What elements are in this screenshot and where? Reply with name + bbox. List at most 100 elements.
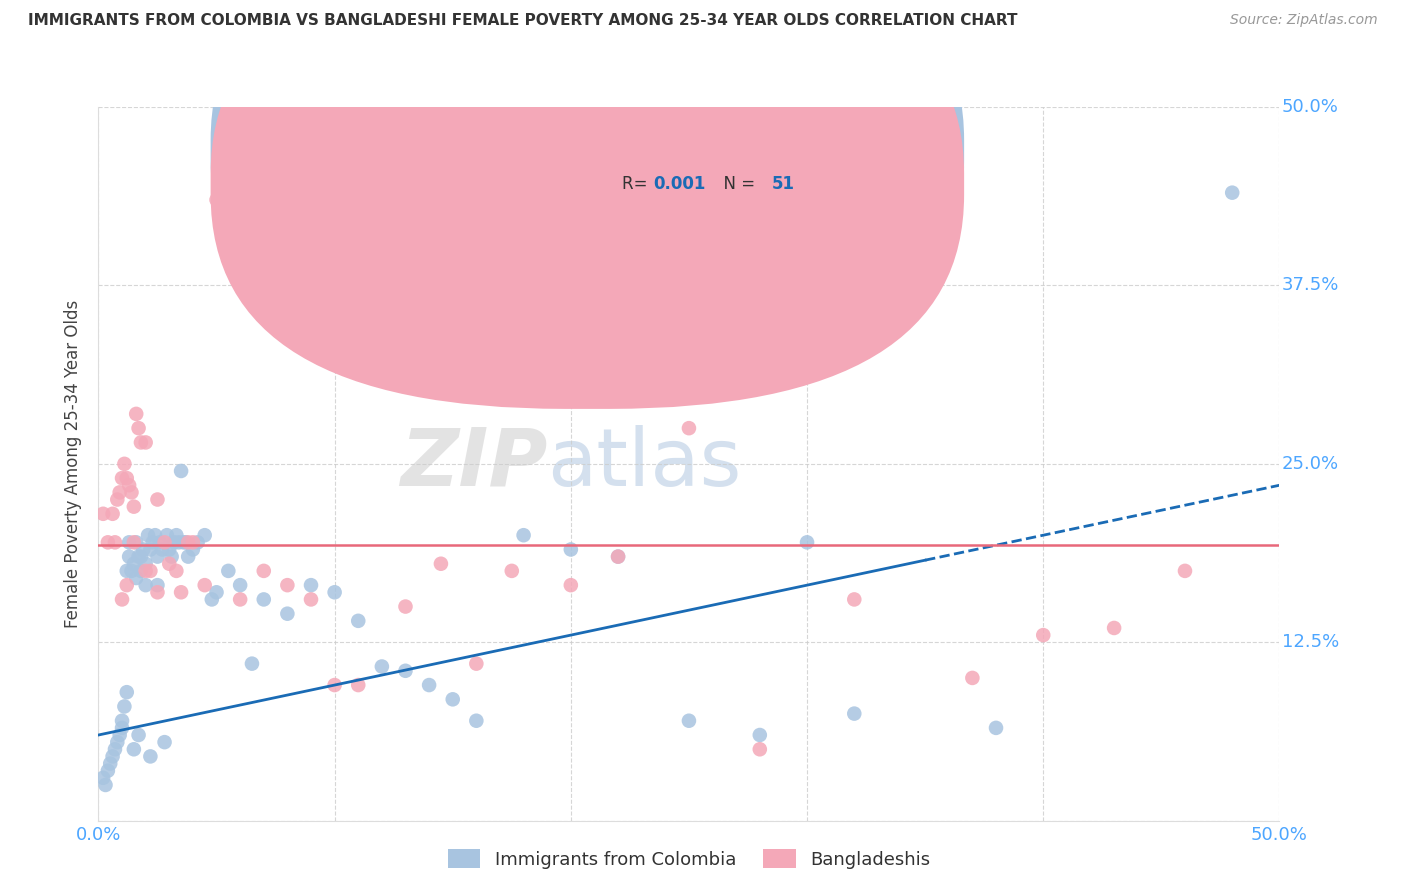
Point <box>129 435 152 450</box>
Point <box>276 578 298 592</box>
Point <box>129 564 152 578</box>
FancyBboxPatch shape <box>211 0 965 409</box>
Point <box>678 714 700 728</box>
Text: 51: 51 <box>772 175 794 193</box>
Point <box>276 607 298 621</box>
Legend: Immigrants from Colombia, Bangladeshis: Immigrants from Colombia, Bangladeshis <box>440 842 938 876</box>
Point <box>136 528 159 542</box>
Text: R=: R= <box>621 175 652 193</box>
Text: atlas: atlas <box>547 425 741 503</box>
Point <box>135 557 157 571</box>
Point <box>217 564 239 578</box>
Point <box>128 549 150 564</box>
Point <box>94 778 117 792</box>
Text: 0.001: 0.001 <box>654 175 706 193</box>
Text: R=: R= <box>621 142 652 160</box>
Point <box>181 535 204 549</box>
Point <box>1032 628 1054 642</box>
Point <box>112 457 135 471</box>
Point <box>371 371 394 385</box>
Point <box>105 735 128 749</box>
Point <box>172 535 194 549</box>
Text: IMMIGRANTS FROM COLOMBIA VS BANGLADESHI FEMALE POVERTY AMONG 25-34 YEAR OLDS COR: IMMIGRANTS FROM COLOMBIA VS BANGLADESHI … <box>28 13 1018 29</box>
Point <box>299 578 322 592</box>
Point <box>111 592 134 607</box>
Point <box>560 578 582 592</box>
Point <box>229 592 252 607</box>
Point <box>115 471 138 485</box>
Point <box>121 485 143 500</box>
Point <box>111 721 134 735</box>
Point <box>167 535 190 549</box>
Point <box>139 749 162 764</box>
Point <box>394 599 416 614</box>
Text: N =: N = <box>713 175 759 193</box>
Point <box>115 564 138 578</box>
Point <box>163 535 186 549</box>
Point <box>465 657 488 671</box>
Point <box>149 535 172 549</box>
Point <box>125 407 148 421</box>
Text: 37.5%: 37.5% <box>1282 277 1339 294</box>
Point <box>748 728 770 742</box>
Text: ZIP: ZIP <box>399 425 547 503</box>
Point <box>984 721 1007 735</box>
Point <box>111 714 134 728</box>
Point <box>157 557 180 571</box>
Point <box>135 564 157 578</box>
Point <box>139 542 162 557</box>
Text: 0.189: 0.189 <box>654 142 706 160</box>
Point <box>441 692 464 706</box>
Point <box>1174 564 1197 578</box>
Point <box>560 542 582 557</box>
Point <box>1220 186 1243 200</box>
Point <box>418 678 440 692</box>
Point <box>165 564 187 578</box>
Point <box>962 671 984 685</box>
Point <box>128 421 150 435</box>
FancyBboxPatch shape <box>547 121 848 211</box>
Point <box>607 549 630 564</box>
Text: 74: 74 <box>772 142 794 160</box>
Point <box>201 592 224 607</box>
Point <box>146 549 169 564</box>
Point <box>501 564 523 578</box>
Point <box>91 771 114 785</box>
Point <box>122 500 145 514</box>
Point <box>465 714 488 728</box>
Point <box>97 535 120 549</box>
Point <box>125 535 148 549</box>
Point <box>118 535 141 549</box>
Point <box>135 578 157 592</box>
Point <box>101 749 124 764</box>
Point <box>115 578 138 592</box>
Point <box>177 549 200 564</box>
Point <box>170 464 193 478</box>
Point <box>205 193 228 207</box>
Point <box>165 528 187 542</box>
Point <box>112 699 135 714</box>
Point <box>796 535 818 549</box>
Point <box>323 678 346 692</box>
Point <box>371 659 394 673</box>
Point <box>347 678 370 692</box>
Point <box>181 542 204 557</box>
Point <box>139 564 162 578</box>
Text: Source: ZipAtlas.com: Source: ZipAtlas.com <box>1230 13 1378 28</box>
Point <box>142 535 165 549</box>
Point <box>122 557 145 571</box>
Point <box>187 535 209 549</box>
Point <box>194 528 217 542</box>
Point <box>146 585 169 599</box>
Point <box>253 592 276 607</box>
Point <box>108 485 131 500</box>
Text: 50.0%: 50.0% <box>1282 98 1339 116</box>
Point <box>157 542 180 557</box>
Point <box>121 564 143 578</box>
Point <box>153 735 176 749</box>
Point <box>104 535 127 549</box>
Point <box>111 471 134 485</box>
Point <box>205 585 228 599</box>
Point <box>115 685 138 699</box>
Point <box>146 578 169 592</box>
